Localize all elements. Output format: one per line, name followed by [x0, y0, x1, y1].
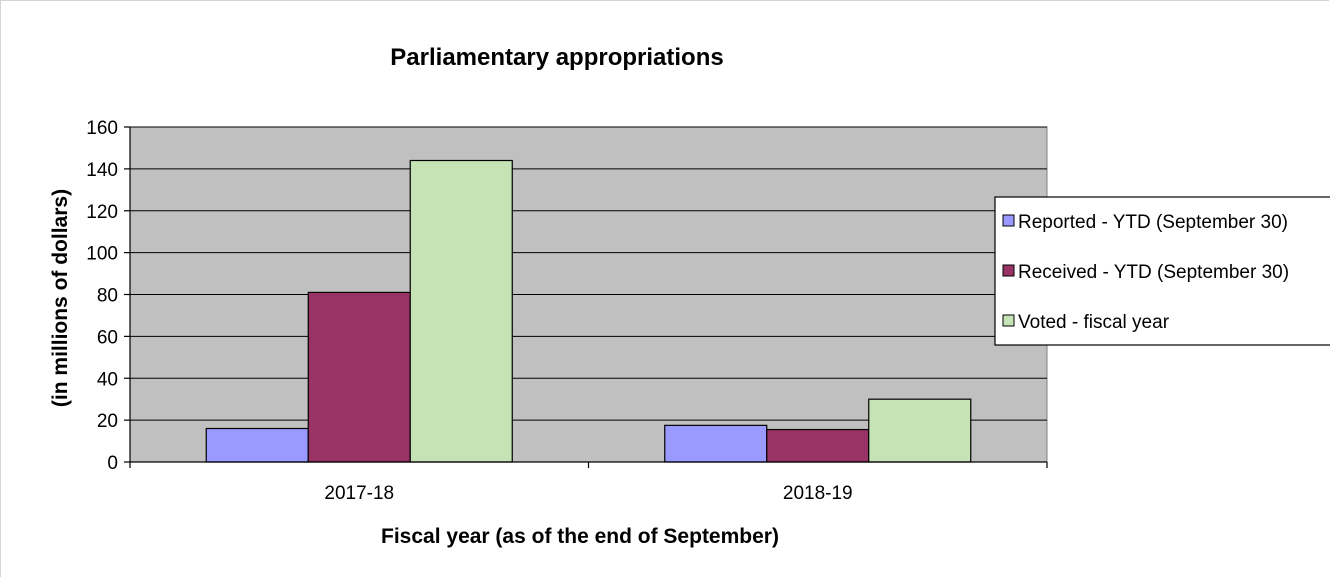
y-tick-label: 140 [86, 160, 118, 181]
legend: Reported - YTD (September 30) Received - … [994, 196, 1330, 346]
legend-box [994, 196, 1330, 346]
y-axis-title: (in millions of dollars) [49, 189, 72, 407]
bar: Voted - fiscal year 2017-18: 144 [409, 159, 513, 463]
y-tick-label: 120 [86, 202, 118, 223]
y-tick-labels: 0 20 40 60 80 100 120 140 160 [86, 118, 118, 474]
y-tick-label: 60 [97, 327, 118, 348]
chart-title: Parliamentary appropriations [390, 44, 723, 71]
legend-swatch [1002, 314, 1015, 327]
axes [124, 126, 1048, 468]
gridlines [130, 126, 1047, 421]
legend-label: Voted - fiscal year [1018, 312, 1170, 333]
legend-swatch [1002, 264, 1015, 277]
legend-label: Received - YTD (September 30) [1018, 262, 1289, 283]
y-tick-label: 0 [107, 453, 118, 474]
y-tick-label: 100 [86, 244, 118, 265]
x-tick-label: 2018-19 [783, 483, 853, 504]
bar: Received - YTD (September 30) 2018-19: 1… [766, 428, 870, 463]
x-axis-title: Fiscal year (as of the end of September) [381, 525, 779, 548]
bars: Reported - YTD (September 30) 2017-18: 1… [205, 159, 972, 463]
legend-label: Reported - YTD (September 30) [1018, 212, 1288, 233]
x-tick-label: 2017-18 [324, 483, 394, 504]
bar: Reported - YTD (September 30) 2017-18: 1… [205, 427, 309, 463]
y-tick-label: 80 [97, 286, 118, 307]
legend-swatch [1002, 214, 1015, 227]
y-tick-label: 160 [86, 118, 118, 139]
bar: Reported - YTD (September 30) 2018-19: 1… [664, 424, 768, 463]
y-tick-label: 40 [97, 369, 118, 390]
bar: Received - YTD (September 30) 2017-18: 8… [307, 291, 411, 463]
x-tick-labels: 2017-18 2018-19 [324, 483, 852, 504]
y-tick-label: 20 [97, 411, 118, 432]
bar: Voted - fiscal year 2018-19: 30 [868, 398, 972, 463]
